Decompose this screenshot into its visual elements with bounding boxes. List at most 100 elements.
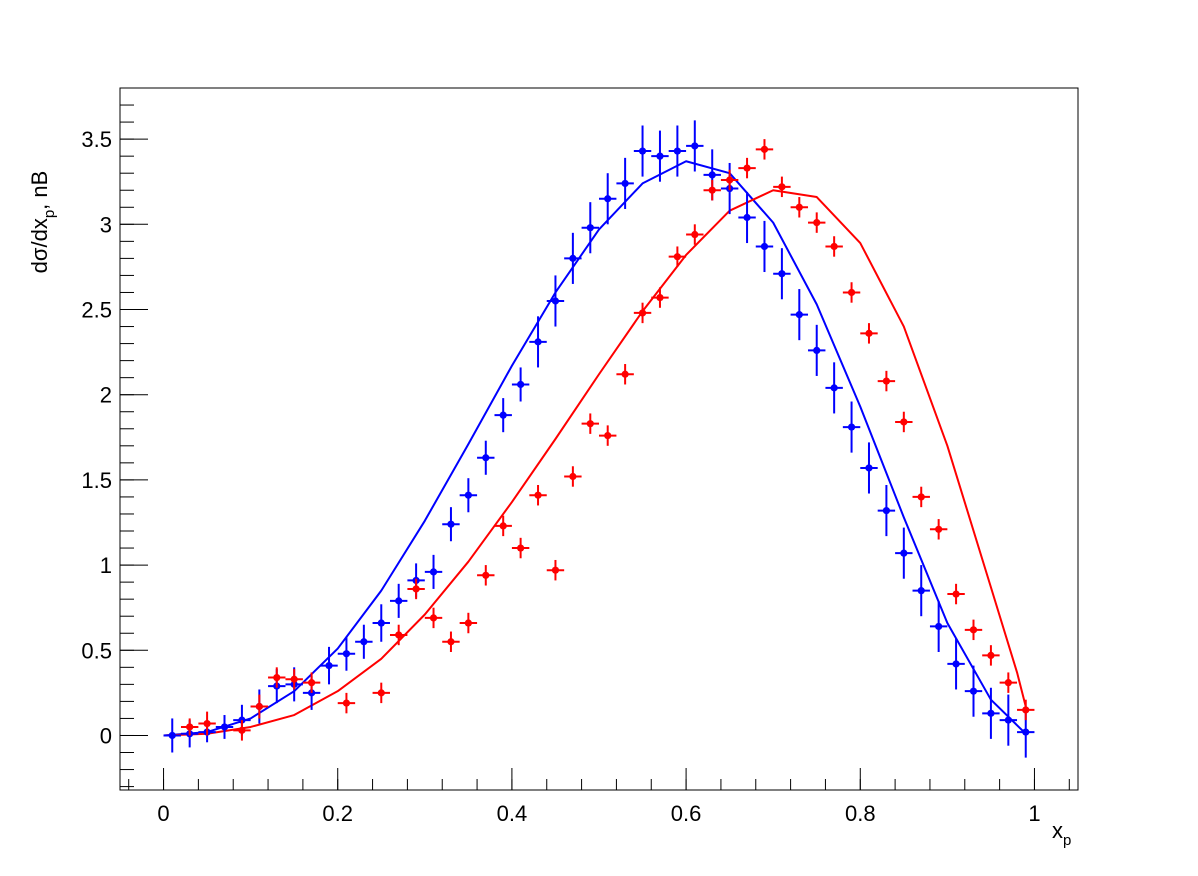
- data-point: [964, 619, 983, 641]
- fit-curve: [163, 160, 1027, 737]
- point-marker: [813, 346, 821, 354]
- data-point: [895, 527, 913, 579]
- point-marker: [255, 702, 263, 711]
- fit-curve: [163, 189, 1027, 737]
- data-point: [790, 197, 809, 218]
- point-marker: [638, 309, 647, 317]
- data-point: [564, 232, 582, 284]
- point-marker: [743, 164, 751, 172]
- point-marker: [656, 152, 664, 160]
- data-point: [599, 173, 617, 225]
- point-marker: [1022, 706, 1030, 714]
- point-marker: [987, 651, 995, 659]
- data-point: [372, 604, 390, 642]
- point-marker: [1022, 728, 1030, 736]
- point-marker: [447, 520, 455, 528]
- point-marker: [586, 420, 594, 428]
- point-marker: [760, 242, 769, 251]
- axes: 0 0.2 0.4 0.6 0.8 1 0 0.5 1 1.5 2 2.5 3 3.5: [81, 87, 1078, 826]
- data-point: [947, 583, 965, 605]
- data-point: [459, 612, 478, 634]
- data-point: [947, 638, 965, 690]
- data-point: [477, 440, 495, 475]
- data-point: [651, 287, 669, 308]
- plot-frame: [119, 87, 1079, 791]
- data-point: [424, 554, 443, 589]
- point-marker: [499, 522, 507, 530]
- data-point: [842, 401, 861, 453]
- x-tick-label: 0.4: [497, 801, 528, 826]
- x-tick-label: 0: [157, 801, 169, 826]
- point-marker: [395, 597, 403, 605]
- data-point: [877, 370, 896, 392]
- point-marker: [952, 590, 960, 598]
- data-point: [564, 466, 582, 487]
- point-marker: [377, 619, 385, 627]
- data-point: [755, 220, 774, 273]
- point-marker: [342, 699, 351, 707]
- point-marker: [865, 464, 873, 472]
- data-point: [999, 694, 1018, 746]
- point-marker: [987, 709, 995, 717]
- data-point: [581, 202, 599, 254]
- data-point: [163, 718, 181, 753]
- data-point: [546, 559, 565, 581]
- data-point: [982, 687, 1000, 739]
- point-marker: [220, 723, 229, 731]
- point-marker: [865, 329, 873, 337]
- point-marker: [429, 568, 438, 576]
- point-marker: [882, 506, 891, 515]
- data-points: [163, 120, 1035, 758]
- data-point: [529, 316, 547, 368]
- y-tick-label: 3.5: [81, 127, 112, 152]
- point-marker: [482, 571, 490, 579]
- data-point: [599, 425, 617, 446]
- point-marker: [203, 719, 211, 728]
- y-axis-label: dσ/dxp, nB: [27, 171, 58, 274]
- y-tick-label: 3: [100, 212, 112, 237]
- data-point: [581, 413, 599, 434]
- point-marker: [935, 525, 943, 533]
- data-point: [686, 120, 704, 172]
- data-point: [389, 583, 408, 618]
- point-marker: [952, 660, 960, 668]
- y-tick-label: 2: [100, 383, 112, 408]
- point-marker: [900, 549, 908, 557]
- point-marker: [917, 587, 925, 595]
- data-point: [268, 667, 286, 688]
- data-point: [877, 485, 896, 537]
- point-marker: [377, 689, 385, 697]
- data-point: [285, 669, 303, 690]
- point-marker: [743, 213, 751, 222]
- point-marker: [342, 650, 351, 658]
- point-marker: [464, 491, 472, 499]
- point-marker: [395, 631, 403, 639]
- point-marker: [569, 254, 577, 262]
- point-marker: [551, 297, 560, 305]
- y-tick-label: 1.5: [81, 468, 112, 493]
- point-marker: [638, 147, 647, 155]
- point-marker: [726, 176, 734, 184]
- point-marker: [760, 145, 769, 153]
- data-point: [616, 157, 634, 209]
- point-marker: [499, 411, 507, 419]
- data-point: [546, 275, 565, 327]
- x-tick-label: 0.2: [322, 801, 353, 826]
- point-marker: [969, 687, 978, 695]
- point-marker: [830, 384, 838, 392]
- data-point: [755, 139, 774, 160]
- point-marker: [621, 370, 629, 378]
- data-point: [720, 169, 739, 191]
- point-marker: [517, 380, 525, 389]
- data-point: [616, 364, 634, 385]
- data-point: [738, 157, 756, 179]
- point-marker: [847, 288, 856, 297]
- data-point: [825, 236, 843, 257]
- point-marker: [795, 311, 803, 319]
- data-point: [633, 302, 652, 324]
- point-marker: [691, 230, 699, 239]
- data-point: [964, 665, 983, 717]
- point-marker: [1004, 716, 1012, 724]
- data-point: [1017, 699, 1035, 721]
